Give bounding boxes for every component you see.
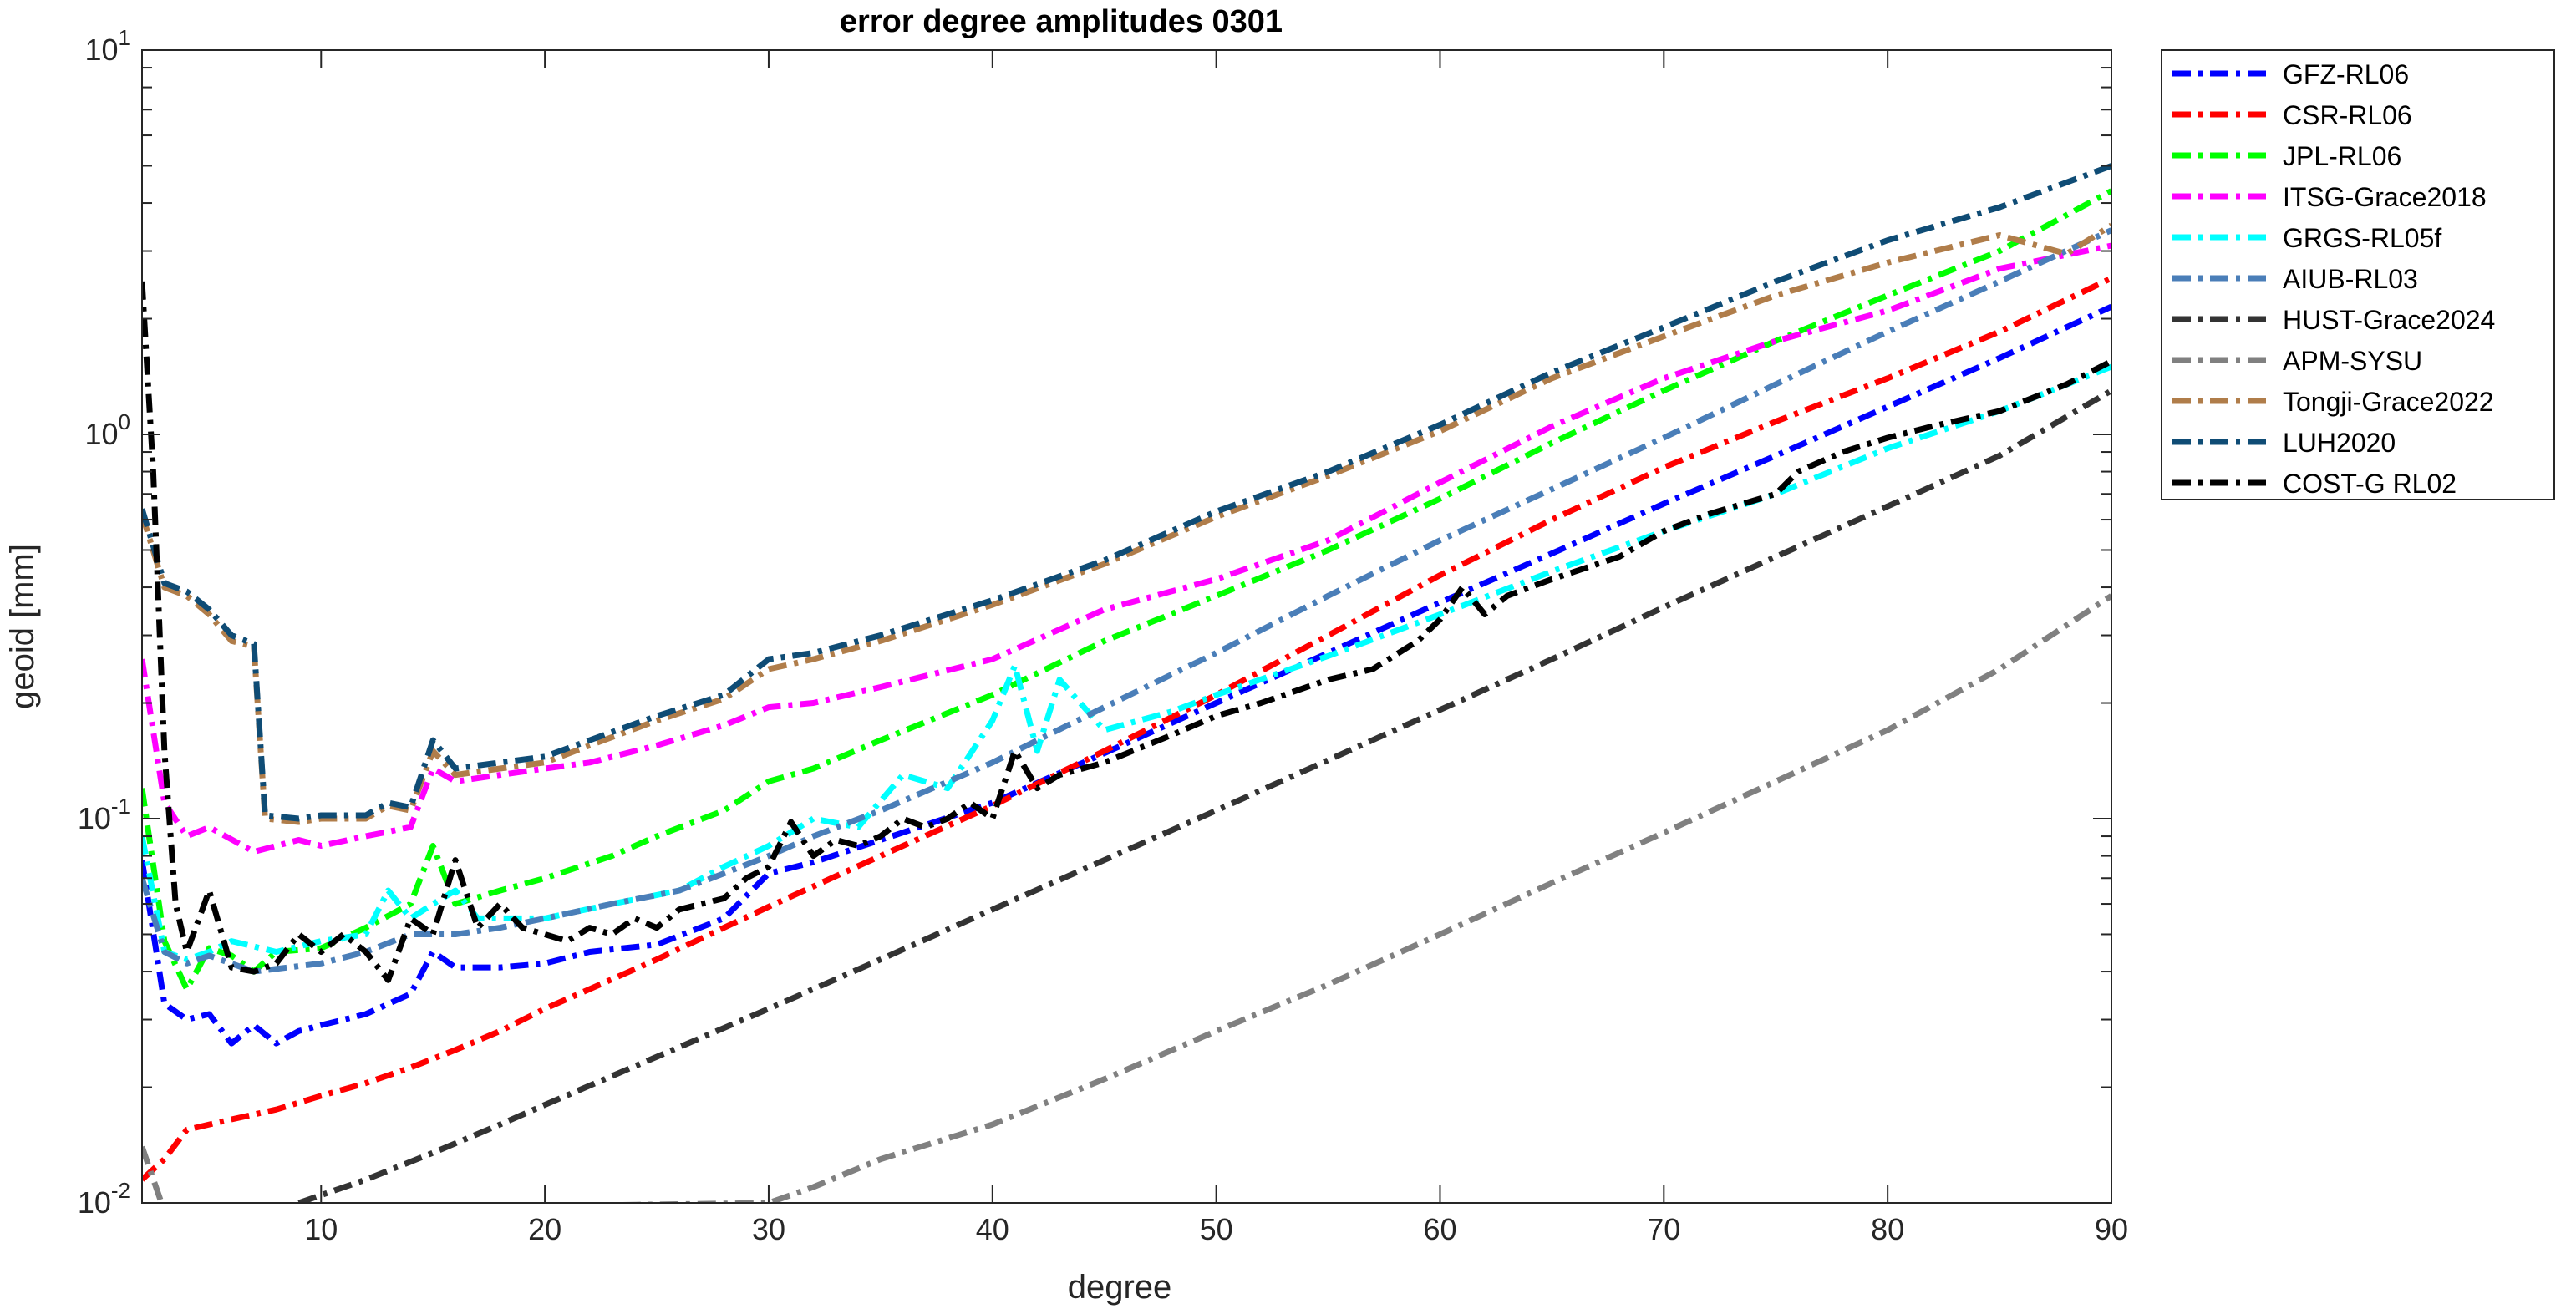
series-line-2 — [142, 188, 2111, 992]
series-line-8 — [142, 222, 2111, 825]
legend-label: GFZ-RL06 — [2283, 59, 2409, 89]
legend-label: Tongji-Grace2022 — [2283, 387, 2494, 417]
x-tick-label: 30 — [752, 1212, 785, 1246]
legend-label: LUH2020 — [2283, 428, 2396, 458]
series-line-9 — [142, 163, 2111, 822]
series-line-6 — [297, 388, 2111, 1203]
legend-label: APM-SYSU — [2283, 346, 2422, 376]
y-tick-label: 10-1 — [78, 794, 130, 835]
x-tick-label: 20 — [528, 1212, 561, 1246]
plot-area-frame — [141, 49, 2112, 1204]
series-line-0 — [142, 303, 2111, 1047]
x-tick-label: 10 — [304, 1212, 338, 1246]
x-tick-label: 70 — [1647, 1212, 1680, 1246]
x-tick-label: 60 — [1423, 1212, 1456, 1246]
y-axis-tick-labels: 10-2 10-1 100 101 — [78, 25, 130, 1220]
y-tick-label: 100 — [84, 409, 130, 451]
legend-box — [2161, 49, 2555, 500]
y-tick-label: 10-2 — [78, 1178, 130, 1220]
series-layer — [142, 163, 2111, 1203]
legend-label: ITSG-Grace2018 — [2283, 182, 2487, 212]
y-tick-label: 101 — [84, 25, 130, 67]
legend-label: JPL-RL06 — [2283, 141, 2401, 171]
series-line-7 — [142, 593, 2111, 1203]
legend-label: HUST-Grace2024 — [2283, 305, 2495, 335]
x-tick-label: 80 — [1871, 1212, 1904, 1246]
axis-ticks — [142, 50, 2112, 1204]
x-tick-label: 50 — [1200, 1212, 1233, 1246]
series-line-10 — [142, 281, 2111, 983]
series-line-5 — [142, 227, 2111, 975]
legend-label: AIUB-RL03 — [2283, 264, 2418, 294]
chart-title: error degree amplitudes 0301 — [840, 4, 1283, 39]
series-line-1 — [142, 275, 2111, 1182]
legend-label: COST-G RL02 — [2283, 469, 2457, 499]
x-axis-tick-labels: 10 20 30 40 50 60 70 80 90 — [304, 1212, 2128, 1246]
x-tick-label: 90 — [2095, 1212, 2128, 1246]
x-axis-label: degree — [1068, 1269, 1172, 1306]
legend-label: CSR-RL06 — [2283, 100, 2412, 130]
series-line-4 — [142, 363, 2111, 963]
y-axis-label: geoid [mm] — [4, 544, 41, 709]
legend-label: GRGS-RL05f — [2283, 223, 2441, 253]
x-tick-label: 40 — [976, 1212, 1009, 1246]
legend: GFZ-RL06 CSR-RL06 JPL-RL06 ITSG-Grace2018 GR… — [2161, 49, 2555, 500]
